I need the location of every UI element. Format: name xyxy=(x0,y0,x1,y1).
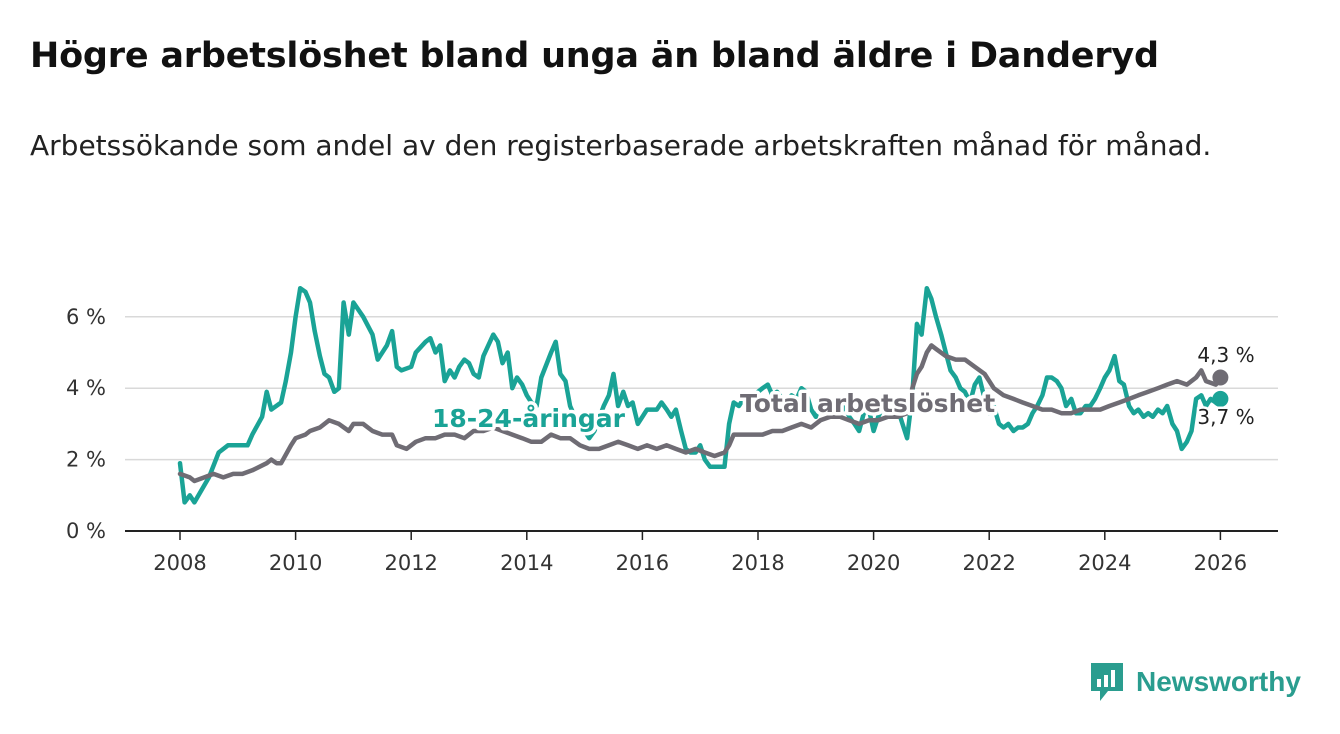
x-tick-label: 2008 xyxy=(153,551,206,575)
bar-chart-logo-icon xyxy=(1091,663,1123,701)
chart-subtitle: Arbetssökande som andel av den registerb… xyxy=(30,129,1212,162)
x-tick-label: 2012 xyxy=(384,551,437,575)
chart-title: Högre arbetslöshet bland unga än bland ä… xyxy=(30,36,1159,76)
x-tick-label: 2024 xyxy=(1078,551,1131,575)
x-tick-label: 2016 xyxy=(616,551,669,575)
newsworthy-logo: Newsworthy xyxy=(1088,660,1301,704)
series-line-total xyxy=(177,343,1223,484)
series-label-total: Total arbetslöshet xyxy=(740,389,995,418)
brand-name: Newsworthy xyxy=(1136,666,1301,697)
end-value-total: 4,3 % xyxy=(1197,343,1254,367)
series-label-youth: 18-24-åringar xyxy=(432,404,626,433)
x-tick-label: 2026 xyxy=(1194,551,1247,575)
end-marker-youth xyxy=(1212,390,1229,407)
y-tick-label: 6 % xyxy=(66,305,106,329)
x-tick-label: 2014 xyxy=(500,551,553,575)
x-tick-label: 2022 xyxy=(962,551,1015,575)
x-tick-label: 2020 xyxy=(847,551,900,575)
y-tick-label: 0 % xyxy=(66,519,106,543)
x-tick-label: 2018 xyxy=(731,551,784,575)
end-value-youth: 3,7 % xyxy=(1197,405,1254,429)
y-tick-label: 2 % xyxy=(66,448,106,472)
series-line-youth xyxy=(177,285,1223,505)
x-tick-label: 2010 xyxy=(269,551,322,575)
end-marker-total xyxy=(1212,369,1229,386)
y-tick-label: 4 % xyxy=(66,376,106,400)
